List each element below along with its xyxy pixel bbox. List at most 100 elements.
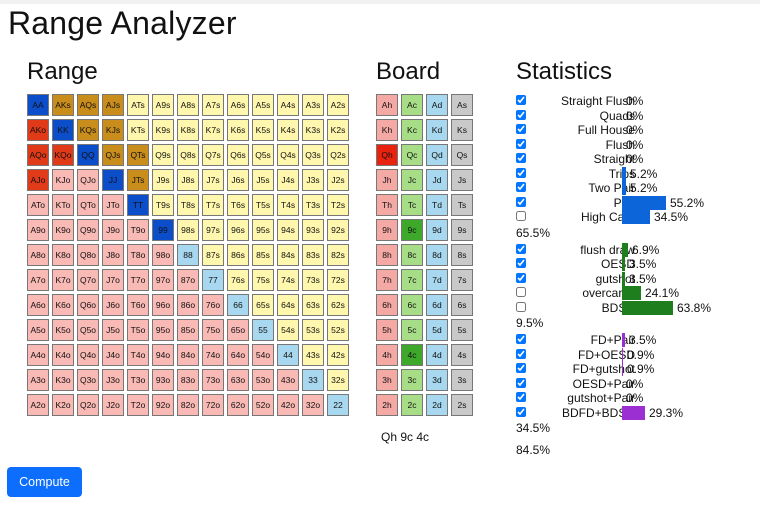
range-cell-kjo[interactable]: KJo	[52, 169, 74, 191]
board-card-2h[interactable]: 2h	[376, 394, 398, 416]
stat-checkbox-fd-gutshot[interactable]	[516, 363, 526, 373]
range-cell-j2s[interactable]: J2s	[327, 169, 349, 191]
range-cell-qts[interactable]: QTs	[127, 144, 149, 166]
range-cell-a6o[interactable]: A6o	[27, 294, 49, 316]
range-cell-83o[interactable]: 83o	[177, 369, 199, 391]
range-cell-64s[interactable]: 64s	[277, 294, 299, 316]
range-cell-kjs[interactable]: KJs	[102, 119, 124, 141]
range-cell-jj[interactable]: JJ	[102, 169, 124, 191]
range-cell-ato[interactable]: ATo	[27, 194, 49, 216]
range-cell-j9o[interactable]: J9o	[102, 219, 124, 241]
range-cell-j5s[interactable]: J5s	[252, 169, 274, 191]
range-cell-72o[interactable]: 72o	[202, 394, 224, 416]
range-cell-42s[interactable]: 42s	[327, 344, 349, 366]
board-card-ad[interactable]: Ad	[426, 94, 448, 116]
range-cell-k6s[interactable]: K6s	[227, 119, 249, 141]
range-cell-q7o[interactable]: Q7o	[77, 269, 99, 291]
board-card-th[interactable]: Th	[376, 194, 398, 216]
stat-checkbox-fd-pair[interactable]	[516, 334, 526, 344]
range-cell-a2s[interactable]: A2s	[327, 94, 349, 116]
board-card-9c[interactable]: 9c	[401, 219, 423, 241]
range-cell-a4o[interactable]: A4o	[27, 344, 49, 366]
range-cell-q2o[interactable]: Q2o	[77, 394, 99, 416]
range-cell-73o[interactable]: 73o	[202, 369, 224, 391]
range-cell-qjo[interactable]: QJo	[77, 169, 99, 191]
range-cell-ajo[interactable]: AJo	[27, 169, 49, 191]
range-cell-32o[interactable]: 32o	[302, 394, 324, 416]
range-cell-a8o[interactable]: A8o	[27, 244, 49, 266]
stat-checkbox-flush-draw[interactable]	[516, 243, 526, 254]
range-cell-a8s[interactable]: A8s	[177, 94, 199, 116]
board-card-5d[interactable]: 5d	[426, 319, 448, 341]
range-cell-k8o[interactable]: K8o	[52, 244, 74, 266]
range-cell-97o[interactable]: 97o	[152, 269, 174, 291]
range-cell-a5s[interactable]: A5s	[252, 94, 274, 116]
stat-checkbox-fd-oesd[interactable]	[516, 348, 526, 359]
stat-checkbox-gutshot[interactable]	[516, 272, 526, 283]
board-card-7c[interactable]: 7c	[401, 269, 423, 291]
range-cell-85s[interactable]: 85s	[252, 244, 274, 266]
range-cell-93s[interactable]: 93s	[302, 219, 324, 241]
range-cell-62s[interactable]: 62s	[327, 294, 349, 316]
range-cell-j6o[interactable]: J6o	[102, 294, 124, 316]
range-cell-q5o[interactable]: Q5o	[77, 319, 99, 341]
range-cell-q5s[interactable]: Q5s	[252, 144, 274, 166]
range-cell-t9o[interactable]: T9o	[127, 219, 149, 241]
range-cell-j5o[interactable]: J5o	[102, 319, 124, 341]
stat-checkbox-two-pair[interactable]	[516, 182, 526, 192]
range-cell-43s[interactable]: 43s	[302, 344, 324, 366]
range-cell-76s[interactable]: 76s	[227, 269, 249, 291]
range-cell-55[interactable]: 55	[252, 319, 274, 341]
range-cell-k2o[interactable]: K2o	[52, 394, 74, 416]
range-cell-62o[interactable]: 62o	[227, 394, 249, 416]
board-card-6c[interactable]: 6c	[401, 294, 423, 316]
range-cell-j4o[interactable]: J4o	[102, 344, 124, 366]
range-cell-65s[interactable]: 65s	[252, 294, 274, 316]
range-cell-99[interactable]: 99	[152, 219, 174, 241]
stat-checkbox-bdfd-bdsd[interactable]	[516, 406, 526, 417]
range-cell-t2s[interactable]: T2s	[327, 194, 349, 216]
board-card-js[interactable]: Js	[451, 169, 473, 191]
range-cell-87s[interactable]: 87s	[202, 244, 224, 266]
range-cell-qjs[interactable]: QJs	[102, 144, 124, 166]
range-cell-95o[interactable]: 95o	[152, 319, 174, 341]
range-cell-a6s[interactable]: A6s	[227, 94, 249, 116]
range-cell-63o[interactable]: 63o	[227, 369, 249, 391]
range-cell-43o[interactable]: 43o	[277, 369, 299, 391]
range-cell-k5s[interactable]: K5s	[252, 119, 274, 141]
range-cell-a9s[interactable]: A9s	[152, 94, 174, 116]
stat-checkbox-overcards[interactable]	[516, 287, 526, 297]
board-card-2s[interactable]: 2s	[451, 394, 473, 416]
range-cell-t8s[interactable]: T8s	[177, 194, 199, 216]
board-card-8c[interactable]: 8c	[401, 244, 423, 266]
range-cell-t5s[interactable]: T5s	[252, 194, 274, 216]
range-cell-aqs[interactable]: AQs	[77, 94, 99, 116]
range-cell-t9s[interactable]: T9s	[152, 194, 174, 216]
board-card-7d[interactable]: 7d	[426, 269, 448, 291]
range-cell-54o[interactable]: 54o	[252, 344, 274, 366]
range-cell-t2o[interactable]: T2o	[127, 394, 149, 416]
range-cell-q4o[interactable]: Q4o	[77, 344, 99, 366]
stat-checkbox-full-house[interactable]	[516, 124, 526, 134]
range-cell-73s[interactable]: 73s	[302, 269, 324, 291]
range-cell-a9o[interactable]: A9o	[27, 219, 49, 241]
range-cell-j7o[interactable]: J7o	[102, 269, 124, 291]
range-cell-k7o[interactable]: K7o	[52, 269, 74, 291]
board-card-qc[interactable]: Qc	[401, 144, 423, 166]
board-card-ah[interactable]: Ah	[376, 94, 398, 116]
board-card-6d[interactable]: 6d	[426, 294, 448, 316]
range-cell-85o[interactable]: 85o	[177, 319, 199, 341]
range-cell-63s[interactable]: 63s	[302, 294, 324, 316]
board-card-4s[interactable]: 4s	[451, 344, 473, 366]
range-cell-t5o[interactable]: T5o	[127, 319, 149, 341]
stat-checkbox-quads[interactable]	[516, 109, 526, 120]
range-cell-74s[interactable]: 74s	[277, 269, 299, 291]
range-cell-k4s[interactable]: K4s	[277, 119, 299, 141]
range-cell-52s[interactable]: 52s	[327, 319, 349, 341]
range-cell-kts[interactable]: KTs	[127, 119, 149, 141]
range-cell-a7s[interactable]: A7s	[202, 94, 224, 116]
range-cell-33[interactable]: 33	[302, 369, 324, 391]
range-cell-j4s[interactable]: J4s	[277, 169, 299, 191]
range-cell-72s[interactable]: 72s	[327, 269, 349, 291]
range-cell-tt[interactable]: TT	[127, 194, 149, 216]
